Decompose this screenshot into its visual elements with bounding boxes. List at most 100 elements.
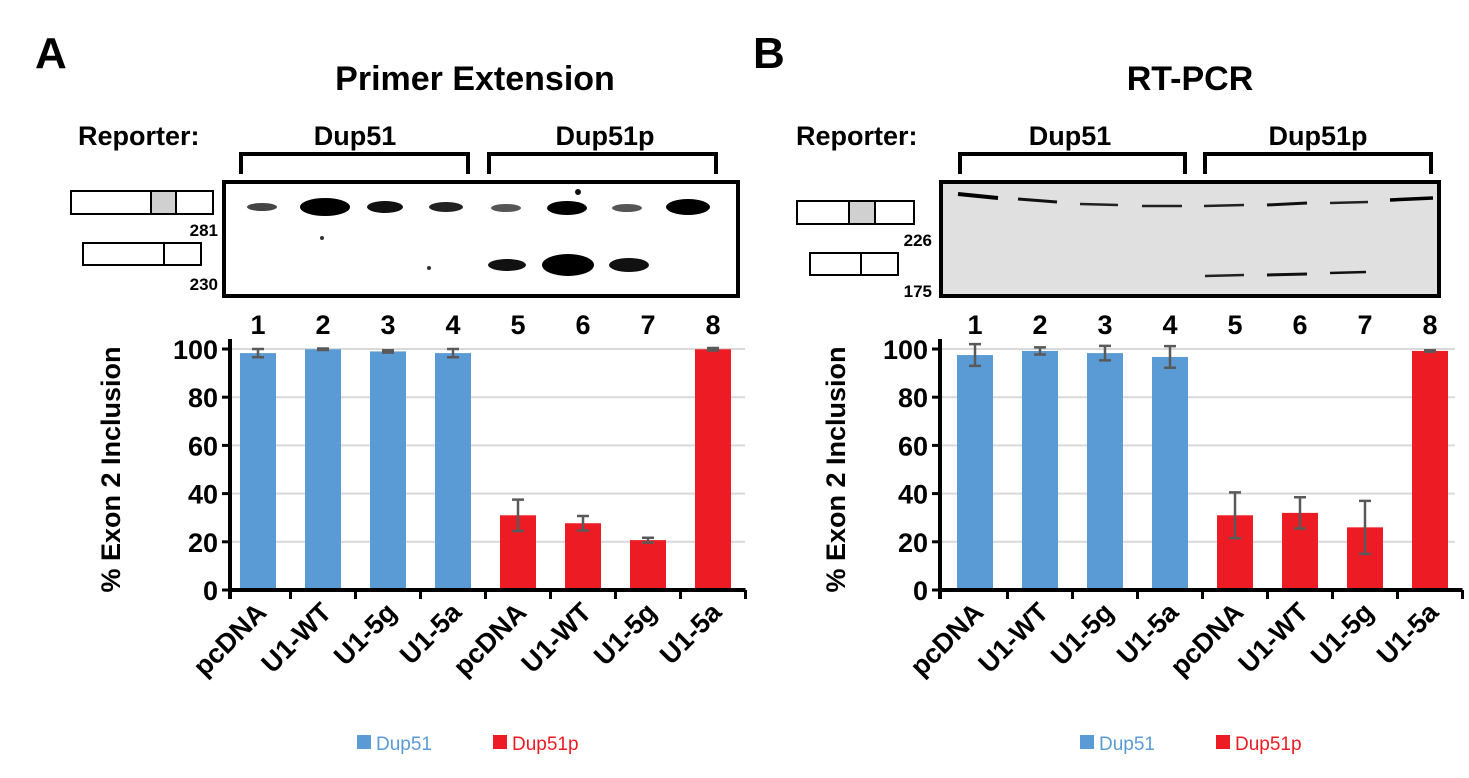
bar bbox=[565, 523, 601, 590]
y-axis-label: % Exon 2 Inclusion bbox=[821, 346, 851, 592]
group-bracket bbox=[239, 152, 470, 174]
gel-blot-rt-pcr bbox=[939, 180, 1441, 298]
lane-number: 5 bbox=[1227, 310, 1242, 340]
legend-swatch bbox=[493, 735, 507, 749]
exon-included-diagram bbox=[796, 200, 915, 225]
bar bbox=[630, 540, 666, 590]
group-label: Dup51 bbox=[314, 121, 397, 151]
panel-letter: B bbox=[753, 29, 785, 78]
legend-label: Dup51p bbox=[1235, 734, 1302, 755]
size-marker: 230 bbox=[190, 275, 218, 294]
bar bbox=[957, 355, 993, 590]
group-bracket bbox=[487, 152, 718, 174]
error-bar bbox=[1229, 491, 1241, 540]
x-tick-label: pcDNA bbox=[447, 597, 532, 682]
lane-number: 2 bbox=[1032, 310, 1047, 340]
lane-number: 8 bbox=[1422, 310, 1437, 340]
error-bar bbox=[1034, 346, 1046, 356]
lane-numbers: 1 2 3 4 5 6 7 8 bbox=[967, 310, 1437, 340]
lane-number: 4 bbox=[445, 310, 460, 340]
lane-number: 6 bbox=[1292, 310, 1307, 340]
lane-number: 7 bbox=[1357, 310, 1372, 340]
x-tick-label: pcDNA bbox=[1164, 597, 1249, 682]
lane-number: 4 bbox=[1162, 310, 1177, 340]
x-tick-label: U1-5g bbox=[1305, 597, 1379, 671]
y-tick-label: 40 bbox=[898, 480, 928, 510]
legend-label: Dup51 bbox=[1099, 734, 1155, 755]
lane-number: 8 bbox=[705, 310, 720, 340]
x-tick-label: U1-5a bbox=[654, 596, 728, 670]
error-bar bbox=[447, 347, 459, 359]
x-tick-label: U1-WT bbox=[256, 597, 338, 679]
y-tick-label: 0 bbox=[203, 576, 218, 606]
error-bar bbox=[317, 347, 329, 352]
lane-numbers: 1 2 3 4 5 6 7 8 bbox=[250, 310, 720, 340]
bar bbox=[305, 349, 341, 590]
error-bar bbox=[1164, 344, 1176, 370]
error-bar bbox=[577, 514, 589, 532]
error-bar bbox=[382, 348, 394, 354]
gel-blot-primer-extension bbox=[222, 180, 740, 298]
x-tick-label: U1-WT bbox=[1233, 597, 1315, 679]
error-bar bbox=[1099, 344, 1111, 362]
legend-label: Dup51 bbox=[376, 734, 432, 755]
y-tick-label: 60 bbox=[188, 431, 218, 461]
error-bar bbox=[512, 498, 524, 533]
x-tick-label: pcDNA bbox=[187, 597, 272, 682]
group-label: Dup51p bbox=[555, 121, 654, 151]
lane-number: 3 bbox=[380, 310, 395, 340]
y-tick-label: 100 bbox=[173, 335, 218, 365]
lane-number: 1 bbox=[250, 310, 265, 340]
error-bar bbox=[252, 347, 264, 359]
y-tick-label: 20 bbox=[898, 528, 928, 558]
bar bbox=[1022, 350, 1058, 590]
lane-number: 1 bbox=[967, 310, 982, 340]
y-tick-label: 40 bbox=[188, 480, 218, 510]
group-bracket bbox=[1203, 152, 1433, 174]
group-bracket bbox=[958, 152, 1187, 174]
x-tick-label: U1-5g bbox=[328, 597, 402, 671]
exon-included-diagram bbox=[70, 190, 214, 215]
exon-skipped-diagram bbox=[809, 252, 899, 276]
x-tick-label: pcDNA bbox=[904, 597, 989, 682]
lane-number: 5 bbox=[510, 310, 525, 340]
lane-number: 3 bbox=[1097, 310, 1112, 340]
size-marker: 175 bbox=[904, 282, 932, 301]
y-tick-label: 60 bbox=[898, 431, 928, 461]
legend-label: Dup51p bbox=[512, 734, 579, 755]
error-bar bbox=[642, 536, 654, 544]
y-tick-label: 0 bbox=[913, 576, 928, 606]
legend-swatch bbox=[357, 735, 371, 749]
panel-title: Primer Extension bbox=[335, 60, 615, 98]
x-tick-label: U1-5g bbox=[588, 597, 662, 671]
panel-title: RT-PCR bbox=[1127, 60, 1254, 98]
reporter-label: Reporter: bbox=[78, 121, 200, 151]
exon-skipped-diagram bbox=[82, 242, 202, 266]
bar bbox=[1152, 356, 1188, 590]
x-tick-label: U1-5a bbox=[1371, 596, 1445, 670]
reporter-label: Reporter: bbox=[796, 121, 918, 151]
error-bar bbox=[1359, 499, 1371, 556]
lane-number: 2 bbox=[315, 310, 330, 340]
lane-number: 7 bbox=[640, 310, 655, 340]
error-bar bbox=[707, 346, 719, 352]
size-marker: 281 bbox=[190, 221, 218, 240]
bar bbox=[1087, 353, 1123, 590]
panel-b: B RT-PCR Reporter: Dup51 Dup51p 226 175 bbox=[753, 29, 1441, 340]
bar bbox=[240, 353, 276, 590]
error-bar bbox=[969, 342, 981, 368]
bar bbox=[695, 349, 731, 590]
group-label: Dup51 bbox=[1029, 121, 1112, 151]
x-tick-label: U1-5g bbox=[1045, 597, 1119, 671]
x-tick-label: U1-WT bbox=[973, 597, 1055, 679]
error-bar bbox=[1294, 495, 1306, 530]
x-tick-label: U1-WT bbox=[516, 597, 598, 679]
legend-swatch bbox=[1216, 735, 1230, 749]
y-tick-label: 20 bbox=[188, 528, 218, 558]
y-tick-label: 100 bbox=[883, 335, 928, 365]
panel-a: A Primer Extension Reporter: Dup51 Dup51… bbox=[35, 29, 740, 340]
legend-swatch bbox=[1080, 735, 1094, 749]
